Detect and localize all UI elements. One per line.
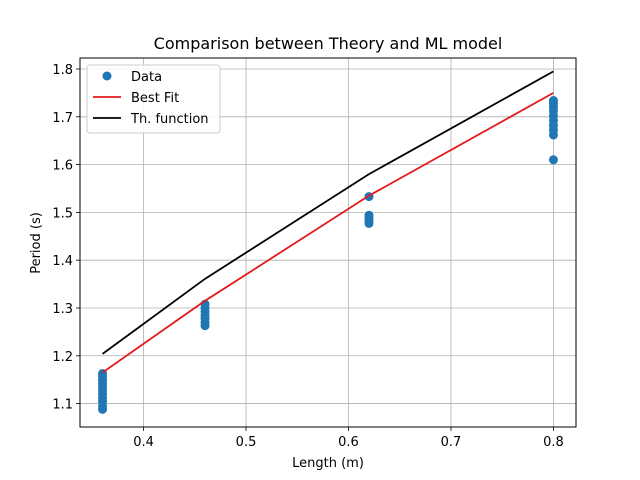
- x-axis-label: Length (m): [292, 456, 364, 471]
- legend-label-th-function: Th. function: [130, 112, 209, 127]
- series-th-function: [102, 70, 554, 355]
- plot-series: [98, 70, 558, 414]
- x-tick-label: 0.6: [338, 435, 359, 450]
- data-point: [548, 155, 558, 165]
- legend-marker-data: [102, 71, 112, 81]
- series-best-fit: [102, 92, 554, 374]
- legend-label-best-fit: Best Fit: [131, 91, 179, 106]
- x-tick-label: 0.4: [133, 435, 154, 450]
- series-line-th-function: [102, 70, 554, 355]
- y-tick-label: 1.3: [52, 302, 73, 317]
- legend-label-data: Data: [131, 70, 162, 85]
- y-tick-label: 1.2: [52, 350, 73, 365]
- y-axis-label: Period (s): [29, 212, 44, 274]
- legend-box: [86, 64, 221, 134]
- y-tick-label: 1.4: [52, 254, 73, 269]
- x-tick-label: 0.5: [236, 435, 257, 450]
- y-tick-label: 1.1: [52, 398, 73, 413]
- plot-frame: [79, 57, 577, 428]
- y-tick-label: 1.6: [52, 159, 73, 174]
- y-tick-label: 1.7: [52, 111, 73, 126]
- series-line-best-fit: [102, 92, 554, 374]
- y-tick-label: 1.8: [52, 63, 73, 78]
- axis-ticks: 0.4 0.5 0.6 0.7 0.8 1.1 1.2 1.3 1.4 1.5 1.6 1.7 1.8: [52, 63, 563, 450]
- series-data: [98, 96, 558, 414]
- data-point: [548, 96, 558, 106]
- x-tick-label: 0.7: [441, 435, 462, 450]
- legend: Data Best Fit Th. function: [86, 64, 221, 134]
- data-point: [364, 210, 374, 220]
- chart-title: Comparison between Theory and ML model: [154, 34, 503, 53]
- x-tick-label: 0.8: [543, 435, 564, 450]
- y-tick-label: 1.5: [52, 206, 73, 221]
